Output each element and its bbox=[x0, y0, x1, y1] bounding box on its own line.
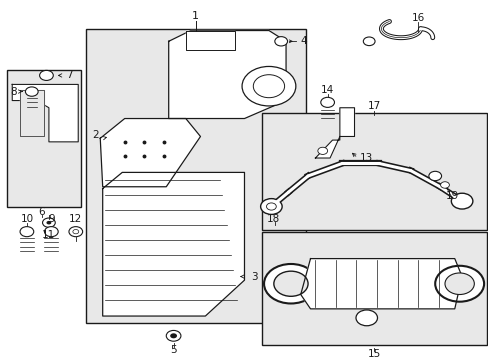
Text: 12: 12 bbox=[69, 214, 82, 224]
Circle shape bbox=[73, 230, 79, 234]
Bar bbox=[7, 70, 81, 207]
Circle shape bbox=[69, 227, 82, 237]
Circle shape bbox=[434, 266, 483, 302]
Circle shape bbox=[260, 199, 282, 215]
Text: 9: 9 bbox=[48, 214, 55, 224]
Circle shape bbox=[242, 67, 295, 106]
Circle shape bbox=[42, 218, 55, 228]
Text: 11: 11 bbox=[42, 230, 56, 240]
Circle shape bbox=[25, 87, 38, 96]
Circle shape bbox=[266, 203, 276, 210]
Text: 2: 2 bbox=[92, 130, 99, 140]
Text: 10: 10 bbox=[20, 214, 33, 224]
Text: 5: 5 bbox=[170, 345, 177, 355]
Circle shape bbox=[273, 271, 307, 296]
Polygon shape bbox=[12, 84, 78, 142]
Text: 16: 16 bbox=[410, 13, 424, 23]
Bar bbox=[85, 29, 305, 323]
Circle shape bbox=[20, 227, 34, 237]
Polygon shape bbox=[20, 90, 44, 136]
Polygon shape bbox=[300, 258, 461, 309]
Text: 3: 3 bbox=[250, 271, 257, 282]
Circle shape bbox=[170, 333, 177, 338]
Circle shape bbox=[166, 330, 181, 341]
Polygon shape bbox=[100, 118, 200, 187]
Bar bbox=[261, 113, 486, 230]
Circle shape bbox=[274, 37, 287, 46]
Polygon shape bbox=[315, 108, 354, 158]
Circle shape bbox=[444, 273, 473, 294]
Text: 7: 7 bbox=[66, 71, 73, 80]
Text: 13: 13 bbox=[359, 153, 372, 163]
Circle shape bbox=[440, 182, 448, 188]
Circle shape bbox=[320, 97, 334, 107]
Bar bbox=[261, 231, 486, 345]
Text: 8: 8 bbox=[10, 87, 17, 96]
Text: 19: 19 bbox=[445, 191, 458, 201]
Circle shape bbox=[317, 147, 327, 154]
Circle shape bbox=[355, 310, 377, 326]
Circle shape bbox=[253, 75, 284, 98]
Circle shape bbox=[44, 227, 58, 237]
Circle shape bbox=[363, 37, 374, 46]
Polygon shape bbox=[185, 31, 234, 50]
Polygon shape bbox=[102, 172, 244, 316]
Text: 1: 1 bbox=[192, 11, 199, 21]
Text: 17: 17 bbox=[366, 101, 380, 111]
Circle shape bbox=[40, 71, 53, 80]
Text: 18: 18 bbox=[266, 214, 280, 224]
Text: 14: 14 bbox=[320, 85, 334, 95]
Circle shape bbox=[450, 193, 472, 209]
Text: 6: 6 bbox=[38, 207, 45, 217]
Text: 4: 4 bbox=[300, 36, 307, 46]
Circle shape bbox=[46, 221, 51, 225]
Text: 15: 15 bbox=[366, 349, 380, 359]
Circle shape bbox=[428, 171, 441, 181]
Polygon shape bbox=[168, 31, 285, 118]
Circle shape bbox=[264, 264, 317, 303]
